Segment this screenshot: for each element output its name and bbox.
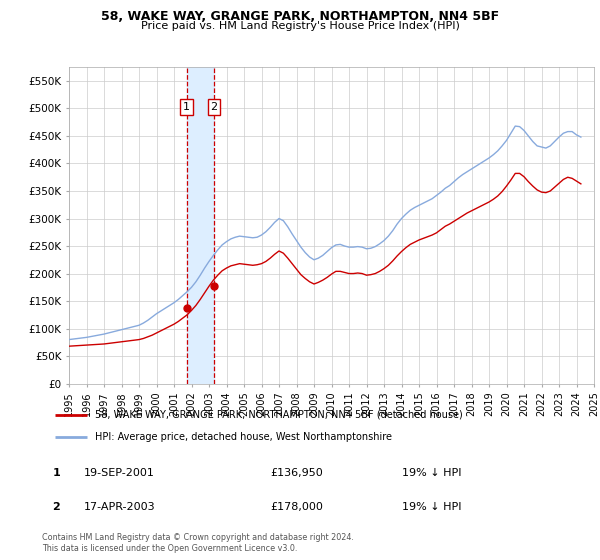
Text: £178,000: £178,000 (270, 502, 323, 512)
Text: 1: 1 (53, 468, 60, 478)
Text: £136,950: £136,950 (270, 468, 323, 478)
Text: 19-SEP-2001: 19-SEP-2001 (84, 468, 155, 478)
Text: 2: 2 (211, 102, 218, 112)
Text: Price paid vs. HM Land Registry's House Price Index (HPI): Price paid vs. HM Land Registry's House … (140, 21, 460, 31)
Text: 19% ↓ HPI: 19% ↓ HPI (402, 502, 461, 512)
Text: 2: 2 (53, 502, 60, 512)
Text: Contains HM Land Registry data © Crown copyright and database right 2024.
This d: Contains HM Land Registry data © Crown c… (42, 533, 354, 553)
Text: 58, WAKE WAY, GRANGE PARK, NORTHAMPTON, NN4 5BF: 58, WAKE WAY, GRANGE PARK, NORTHAMPTON, … (101, 10, 499, 23)
Bar (187, 67, 214, 384)
Text: 17-APR-2003: 17-APR-2003 (84, 502, 155, 512)
Text: 58, WAKE WAY, GRANGE PARK, NORTHAMPTON, NN4 5BF (detached house): 58, WAKE WAY, GRANGE PARK, NORTHAMPTON, … (95, 410, 463, 420)
Text: HPI: Average price, detached house, West Northamptonshire: HPI: Average price, detached house, West… (95, 432, 392, 442)
Text: 1: 1 (183, 102, 190, 112)
Text: 19% ↓ HPI: 19% ↓ HPI (402, 468, 461, 478)
